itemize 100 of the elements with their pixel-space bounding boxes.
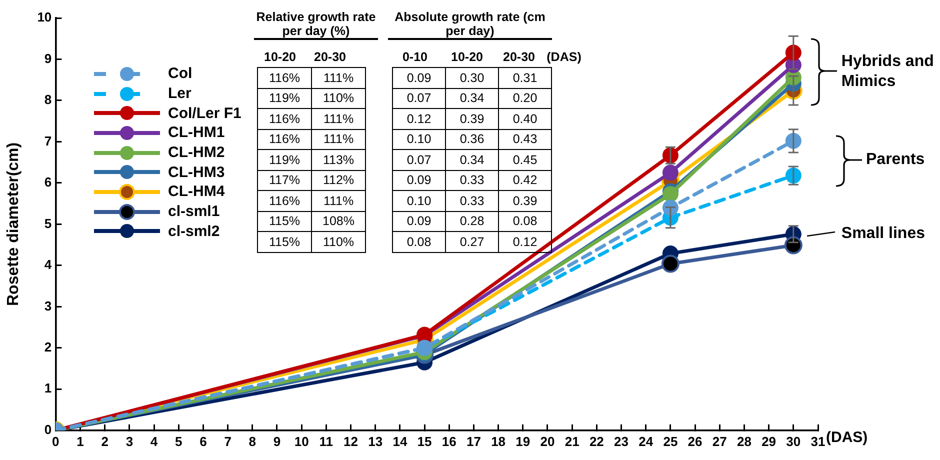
annotation: 117% (258, 170, 312, 190)
y-tick-label: 4 (44, 257, 52, 272)
y-tick-label: 0 (44, 422, 52, 437)
annotation: 115% (258, 211, 312, 232)
x-tick-label: 2 (101, 434, 108, 449)
legend-label: CL-HM4 (168, 183, 225, 200)
x-tick-label: 16 (442, 434, 456, 449)
y-tick-label: 6 (44, 174, 52, 190)
annotation: Hybrids and Mimics (841, 52, 935, 92)
annotation: 110% (312, 232, 366, 252)
x-tick-label: 22 (589, 434, 604, 449)
point (662, 186, 678, 202)
legend-label: Col (168, 65, 192, 82)
x-tick-label: 23 (614, 434, 628, 449)
point (662, 164, 678, 181)
annotation: 0.09 (392, 170, 446, 190)
x-tick-label: 15 (417, 434, 432, 449)
y-tick-label: 9 (44, 50, 52, 66)
annotation: 0.31 (498, 68, 552, 88)
x-tick-label: 18 (491, 434, 506, 449)
x-tick-label: 29 (762, 434, 776, 449)
annotation: 0-10 (401, 50, 429, 64)
annotation: 0.12 (392, 108, 446, 129)
x-tick-label: 4 (150, 434, 158, 449)
y-tick-label: 2 (44, 340, 52, 354)
annotation: 0.43 (498, 129, 552, 150)
x-tick-label: 6 (200, 434, 207, 449)
annotation: 0.39 (498, 190, 552, 211)
x-tick-label: 21 (564, 434, 580, 449)
y-tick-label: 8 (44, 92, 52, 108)
x-tick-label: 13 (368, 434, 383, 449)
annotation: 10-20 (263, 50, 297, 64)
annotation: 0.33 (446, 170, 498, 190)
x-tick-label: 25 (663, 434, 678, 449)
x-tick-label: 1 (76, 434, 84, 449)
annotation: 0.12 (498, 232, 552, 252)
annotation: 0.36 (446, 129, 498, 150)
legend-label: Ler (168, 85, 192, 102)
legend-label: cl-sml1 (168, 203, 220, 220)
annotation: 10-20 (450, 50, 484, 64)
y-tick-label: 10 (37, 10, 52, 25)
x-tick-label: 24 (638, 434, 654, 449)
annotation: 0.39 (446, 108, 498, 129)
x-tick-label: 20 (540, 434, 555, 449)
x-tick-label: 30 (786, 434, 801, 449)
annotation: Absolute growth rate (cm per day) (388, 10, 552, 40)
annotation: 0.10 (392, 190, 446, 211)
y-axis-title: Rosette diameter(cm) (5, 142, 22, 306)
annotation: 0.28 (446, 211, 498, 232)
x-tick-label: 17 (466, 434, 481, 449)
annotation: 113% (312, 150, 366, 170)
annotation: Small lines (841, 224, 926, 244)
annotation: (DAS) (546, 50, 582, 64)
annotation: 0.10 (392, 129, 446, 150)
annotation: 111% (312, 129, 366, 150)
point (661, 254, 680, 273)
annotation: 0.27 (446, 232, 498, 252)
annotation: 0.30 (446, 68, 498, 88)
x-tick-label: 8 (248, 434, 256, 449)
x-tick-label: 19 (516, 434, 530, 449)
text: Parents (866, 150, 926, 170)
x-tick-label: 14 (392, 434, 408, 449)
x-tick-label: 26 (688, 434, 702, 449)
legend-label: Col/Ler F1 (168, 104, 242, 122)
annotation: 0.07 (392, 88, 446, 108)
annotation: 0.42 (498, 170, 552, 190)
annotation: 110% (312, 88, 366, 108)
annotation: 119% (258, 88, 312, 108)
annotation: 0.45 (498, 150, 552, 170)
x-tick-label: 3 (126, 434, 134, 449)
x-tick-label: 12 (344, 434, 358, 449)
annotation: 111% (312, 108, 366, 129)
legend-label: CL-HM2 (168, 144, 225, 162)
annotation: 119% (258, 150, 312, 170)
x-tick-label: 10 (294, 434, 309, 449)
annotation: 0.07 (392, 150, 446, 170)
legend-label: CL-HM3 (168, 164, 225, 181)
annotation: 111% (312, 68, 366, 88)
annotation: 0.33 (446, 190, 498, 211)
legend-label: CL-HM1 (168, 124, 225, 142)
y-tick-label: 1 (44, 380, 52, 396)
x-axis-title: (DAS) (826, 429, 868, 446)
annotation: 0.34 (446, 88, 498, 108)
x-tick-label: 31 (810, 434, 826, 449)
annotation: 0.09 (392, 68, 446, 88)
y-tick-label: 5 (44, 216, 52, 231)
legend-label: cl-sml2 (168, 222, 220, 240)
annotation: 0.08 (392, 232, 446, 252)
annotation: 108% (312, 211, 366, 232)
annotation: 0.40 (498, 108, 552, 129)
annotation: 111% (312, 190, 366, 211)
annotation: 116% (258, 190, 312, 211)
x-tick-label: 11 (319, 434, 334, 449)
annotation: 0.20 (498, 88, 552, 108)
annotation: 115% (258, 232, 312, 252)
x-tick-label: 28 (736, 434, 752, 449)
annotation: 20-30 (313, 50, 347, 64)
annotation: 0.09 (392, 211, 446, 232)
annotation: 112% (312, 170, 366, 190)
x-tick-label: 5 (175, 434, 182, 449)
